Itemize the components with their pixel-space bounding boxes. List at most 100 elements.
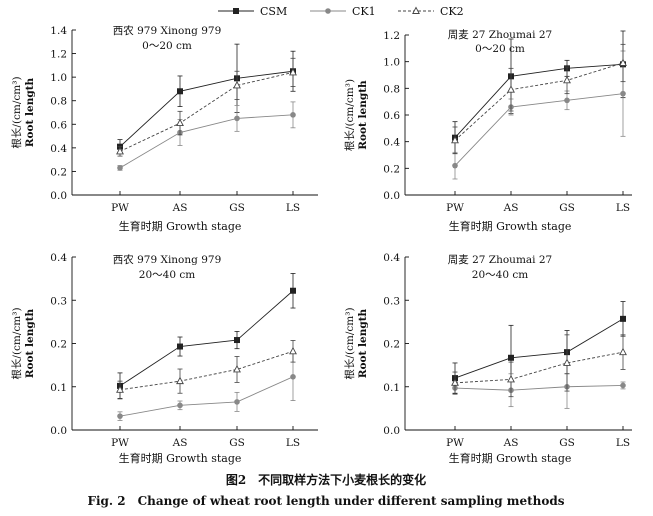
y-tick-label: 0.8 xyxy=(383,83,400,95)
x-tick-label: GS xyxy=(559,202,575,214)
y-tick-label: 0.0 xyxy=(383,425,400,437)
point-ck1 xyxy=(564,97,570,104)
x-tick-label: GS xyxy=(559,437,575,449)
panel-subtitle: 0～20 cm xyxy=(475,43,525,55)
xlabel-bottom-right: 生育时期 Growth stage xyxy=(449,451,572,465)
x-tick-label: LS xyxy=(616,437,630,449)
legend-marker-ck2 xyxy=(412,6,420,14)
point-ck2 xyxy=(116,146,124,155)
series-line-csm xyxy=(454,318,624,379)
y-tick-label: 1.4 xyxy=(50,25,67,37)
point-ck1 xyxy=(620,90,626,97)
point-ck2 xyxy=(507,85,515,93)
panel-subtitle: 20～40 cm xyxy=(139,269,195,281)
point-ck1 xyxy=(234,399,240,405)
legend-label-csm: CSM xyxy=(260,5,287,18)
series-ck1 xyxy=(117,352,296,421)
y-tick-label: 0.2 xyxy=(383,339,400,351)
point-csm xyxy=(508,354,514,361)
point-ck1 xyxy=(234,115,240,122)
y-tick-label: 0.0 xyxy=(50,425,67,437)
panel-subtitle: 0～20 cm xyxy=(142,40,192,52)
y-tick-label: 0.2 xyxy=(50,166,67,178)
panel-title: 西农 979 Xinong 979 xyxy=(113,253,222,266)
x-tick-label: GS xyxy=(229,437,245,449)
y-tick-label: 0.2 xyxy=(383,163,400,175)
point-ck2 xyxy=(233,364,241,373)
series-csm xyxy=(452,301,626,394)
xlabel-bottom: 生育时期 Growth stage xyxy=(119,451,242,465)
x-tick-label: LS xyxy=(286,437,300,449)
point-ck2 xyxy=(289,346,297,355)
point-csm xyxy=(620,315,626,322)
panel-zhoumai-20-40: 0.0 0.1 0.2 0.3 0.4 PW AS GS LS 周麦 27 Zhoumai 27 2… xyxy=(343,252,632,449)
series-ck2 xyxy=(451,334,627,398)
point-csm xyxy=(177,343,183,350)
point-csm xyxy=(290,287,296,294)
series-ck2 xyxy=(116,340,297,399)
series-line-ck1 xyxy=(454,93,624,166)
point-ck2 xyxy=(289,67,297,76)
x-tick-label: PW xyxy=(111,437,129,449)
point-ck2 xyxy=(116,385,124,393)
y-axis-label: 根长/(cm/cm³) xyxy=(343,79,356,151)
point-ck1 xyxy=(290,374,296,380)
y-axis-label-en: Root length xyxy=(24,77,36,147)
panel-subtitle: 20～40 cm xyxy=(472,269,528,281)
y-tick-label: 1.0 xyxy=(383,57,400,69)
point-ck1 xyxy=(117,165,123,171)
legend-label-ck2: CK2 xyxy=(440,5,464,18)
panel-title: 周麦 27 Zhoumai 27 xyxy=(448,254,552,266)
x-tick-label: AS xyxy=(503,437,519,449)
point-ck2 xyxy=(563,75,571,84)
series-line-ck2 xyxy=(119,350,294,391)
y-tick-label: 0.3 xyxy=(383,295,400,307)
series-line-ck2 xyxy=(454,62,624,141)
series-line-csm xyxy=(454,63,624,138)
y-tick-label: 0.0 xyxy=(383,190,400,202)
legend-marker-csm xyxy=(233,8,239,14)
panel-xinong-0-20: 0.0 0.2 0.4 0.6 0.8 1.0 1.2 1.4 PW AS GS LS 西农 979 X… xyxy=(10,24,318,214)
panel-xinong-20-40: 0.0 0.1 0.2 0.3 0.4 PW AS GS LS 西农 979 Xinong 979… xyxy=(10,252,318,449)
series-ck1 xyxy=(117,101,296,171)
y-axis-label-en: Root length xyxy=(357,80,369,150)
y-axis-label: 根长/(cm/cm³) xyxy=(343,307,356,379)
y-tick-label: 0.6 xyxy=(50,119,67,131)
y-axis-label-en: Root length xyxy=(24,308,36,378)
point-ck2 xyxy=(451,135,459,144)
x-tick-label: PW xyxy=(446,202,464,214)
series-csm xyxy=(117,43,296,155)
y-tick-label: 0.4 xyxy=(50,143,67,155)
series-ck2 xyxy=(116,57,297,157)
point-ck2 xyxy=(233,80,241,89)
series-line-csm xyxy=(119,70,294,148)
point-ck1 xyxy=(620,382,626,389)
series-line-ck2 xyxy=(119,71,294,152)
caption-en: Fig. 2 Change of wheat root length under… xyxy=(87,494,564,508)
x-tick-label: AS xyxy=(503,202,519,214)
point-ck2 xyxy=(619,58,627,66)
y-tick-label: 0.8 xyxy=(50,96,67,108)
point-ck2 xyxy=(451,378,459,386)
point-ck1 xyxy=(290,112,296,118)
series-line-ck2 xyxy=(454,351,624,384)
series-line-ck1 xyxy=(119,376,294,417)
x-tick-label: LS xyxy=(286,202,300,214)
x-tick-label: AS xyxy=(172,437,188,449)
x-tick-label: PW xyxy=(111,202,129,214)
legend: CSM CK1 CK2 xyxy=(218,5,464,18)
point-ck2 xyxy=(563,358,571,366)
y-tick-label: 0.4 xyxy=(383,137,400,149)
point-ck1 xyxy=(177,402,183,409)
panel-zhoumai-0-20: 0.0 0.2 0.4 0.6 0.8 1.0 1.2 PW AS GS LS 周麦 27 Zhoum… xyxy=(343,29,632,214)
y-tick-label: 0.4 xyxy=(383,252,400,264)
y-axis-label-en: Root length xyxy=(357,308,369,378)
y-tick-label: 1.0 xyxy=(50,72,67,84)
y-tick-label: 1.2 xyxy=(50,49,67,61)
point-ck2 xyxy=(619,347,627,356)
y-tick-label: 0.1 xyxy=(383,382,400,394)
series-ck2 xyxy=(451,43,627,155)
xlabel-top-right: 生育时期 Growth stage xyxy=(449,219,572,233)
panel-title: 周麦 27 Zhoumai 27 xyxy=(448,29,552,41)
